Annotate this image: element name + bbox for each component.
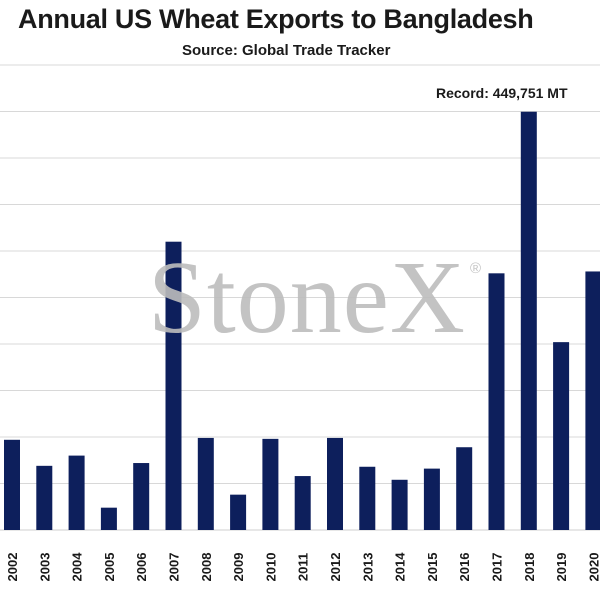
x-tick-label-2017: 2017 [490,553,505,582]
bar-2004 [68,455,85,530]
x-tick-label-2002: 2002 [5,553,20,582]
x-tick-label-2020: 2020 [586,553,600,582]
x-tick-label-2012: 2012 [328,553,343,582]
x-axis-tick-labels: 2002 2003 2004 2005 2006 2007 2008 2009 2010 2011… [5,552,600,582]
bar-2016 [456,447,473,530]
bar-2003 [36,465,53,530]
x-tick-label-2004: 2004 [70,552,85,582]
bar-2009 [230,494,247,530]
x-tick-label-2003: 2003 [37,553,52,582]
chart-title: Annual US Wheat Exports to Bangladesh [18,4,534,34]
watermark-text: StoneX [148,240,466,355]
bar-2015 [423,468,440,530]
x-tick-label-2019: 2019 [554,553,569,582]
bar-2010 [262,438,279,530]
bar-2007 [165,241,182,530]
stonex-watermark-logo: StoneX ® [148,238,481,357]
x-tick-label-2013: 2013 [360,553,375,582]
bar-2006 [133,463,150,530]
x-tick-label-2011: 2011 [296,553,311,581]
x-tick-label-2005: 2005 [102,553,117,582]
x-tick-label-2015: 2015 [425,553,440,582]
x-tick-label-2009: 2009 [231,553,246,582]
bar-2002 [4,439,20,530]
bar-2019 [553,342,570,530]
x-tick-label-2006: 2006 [134,553,149,582]
bar-2005 [100,507,117,530]
bar-2013 [359,466,376,530]
registered-mark: ® [470,260,483,277]
bar-2020 [585,271,600,530]
bar-2012 [327,437,343,530]
x-tick-label-2010: 2010 [263,553,278,582]
bar-2014 [391,479,408,530]
bars [4,111,600,530]
record-annotation: Record: 449,751 MT [436,85,568,101]
x-tick-label-2018: 2018 [522,553,537,582]
bar-2008 [197,437,214,530]
x-tick-label-2016: 2016 [457,553,472,582]
x-tick-label-2008: 2008 [199,553,214,582]
x-tick-label-2007: 2007 [167,553,182,582]
bar-2018 [520,111,537,530]
x-tick-label-2014: 2014 [393,552,408,582]
bar-2011 [294,476,311,530]
chart-subtitle: Source: Global Trade Tracker [182,42,391,59]
bar-2017 [488,273,505,530]
